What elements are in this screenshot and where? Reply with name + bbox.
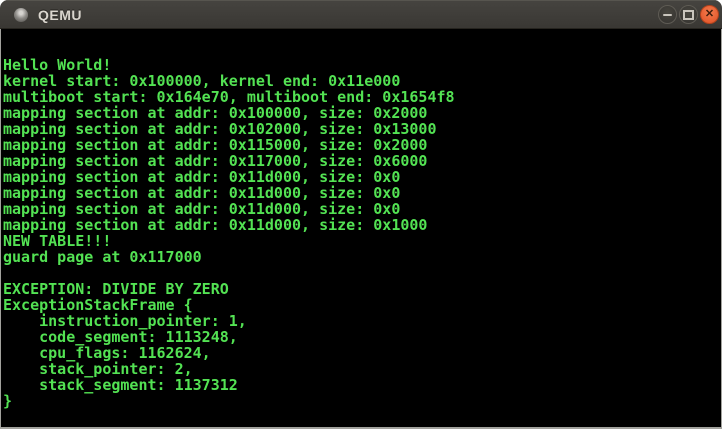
window-title: QEMU: [38, 6, 82, 23]
terminal-output: Hello World! kernel start: 0x100000, ker…: [3, 56, 455, 410]
minimize-button[interactable]: [658, 5, 677, 24]
maximize-icon: [683, 9, 694, 20]
close-icon: ✕: [704, 8, 715, 20]
qemu-app-icon: [14, 7, 28, 22]
maximize-button[interactable]: [679, 5, 698, 24]
minimize-icon: [663, 13, 672, 16]
qemu-vga-display[interactable]: Hello World! kernel start: 0x100000, ker…: [0, 29, 722, 429]
window-controls: ✕: [658, 5, 719, 24]
window-titlebar[interactable]: QEMU ✕: [0, 0, 722, 29]
close-button[interactable]: ✕: [700, 5, 719, 24]
